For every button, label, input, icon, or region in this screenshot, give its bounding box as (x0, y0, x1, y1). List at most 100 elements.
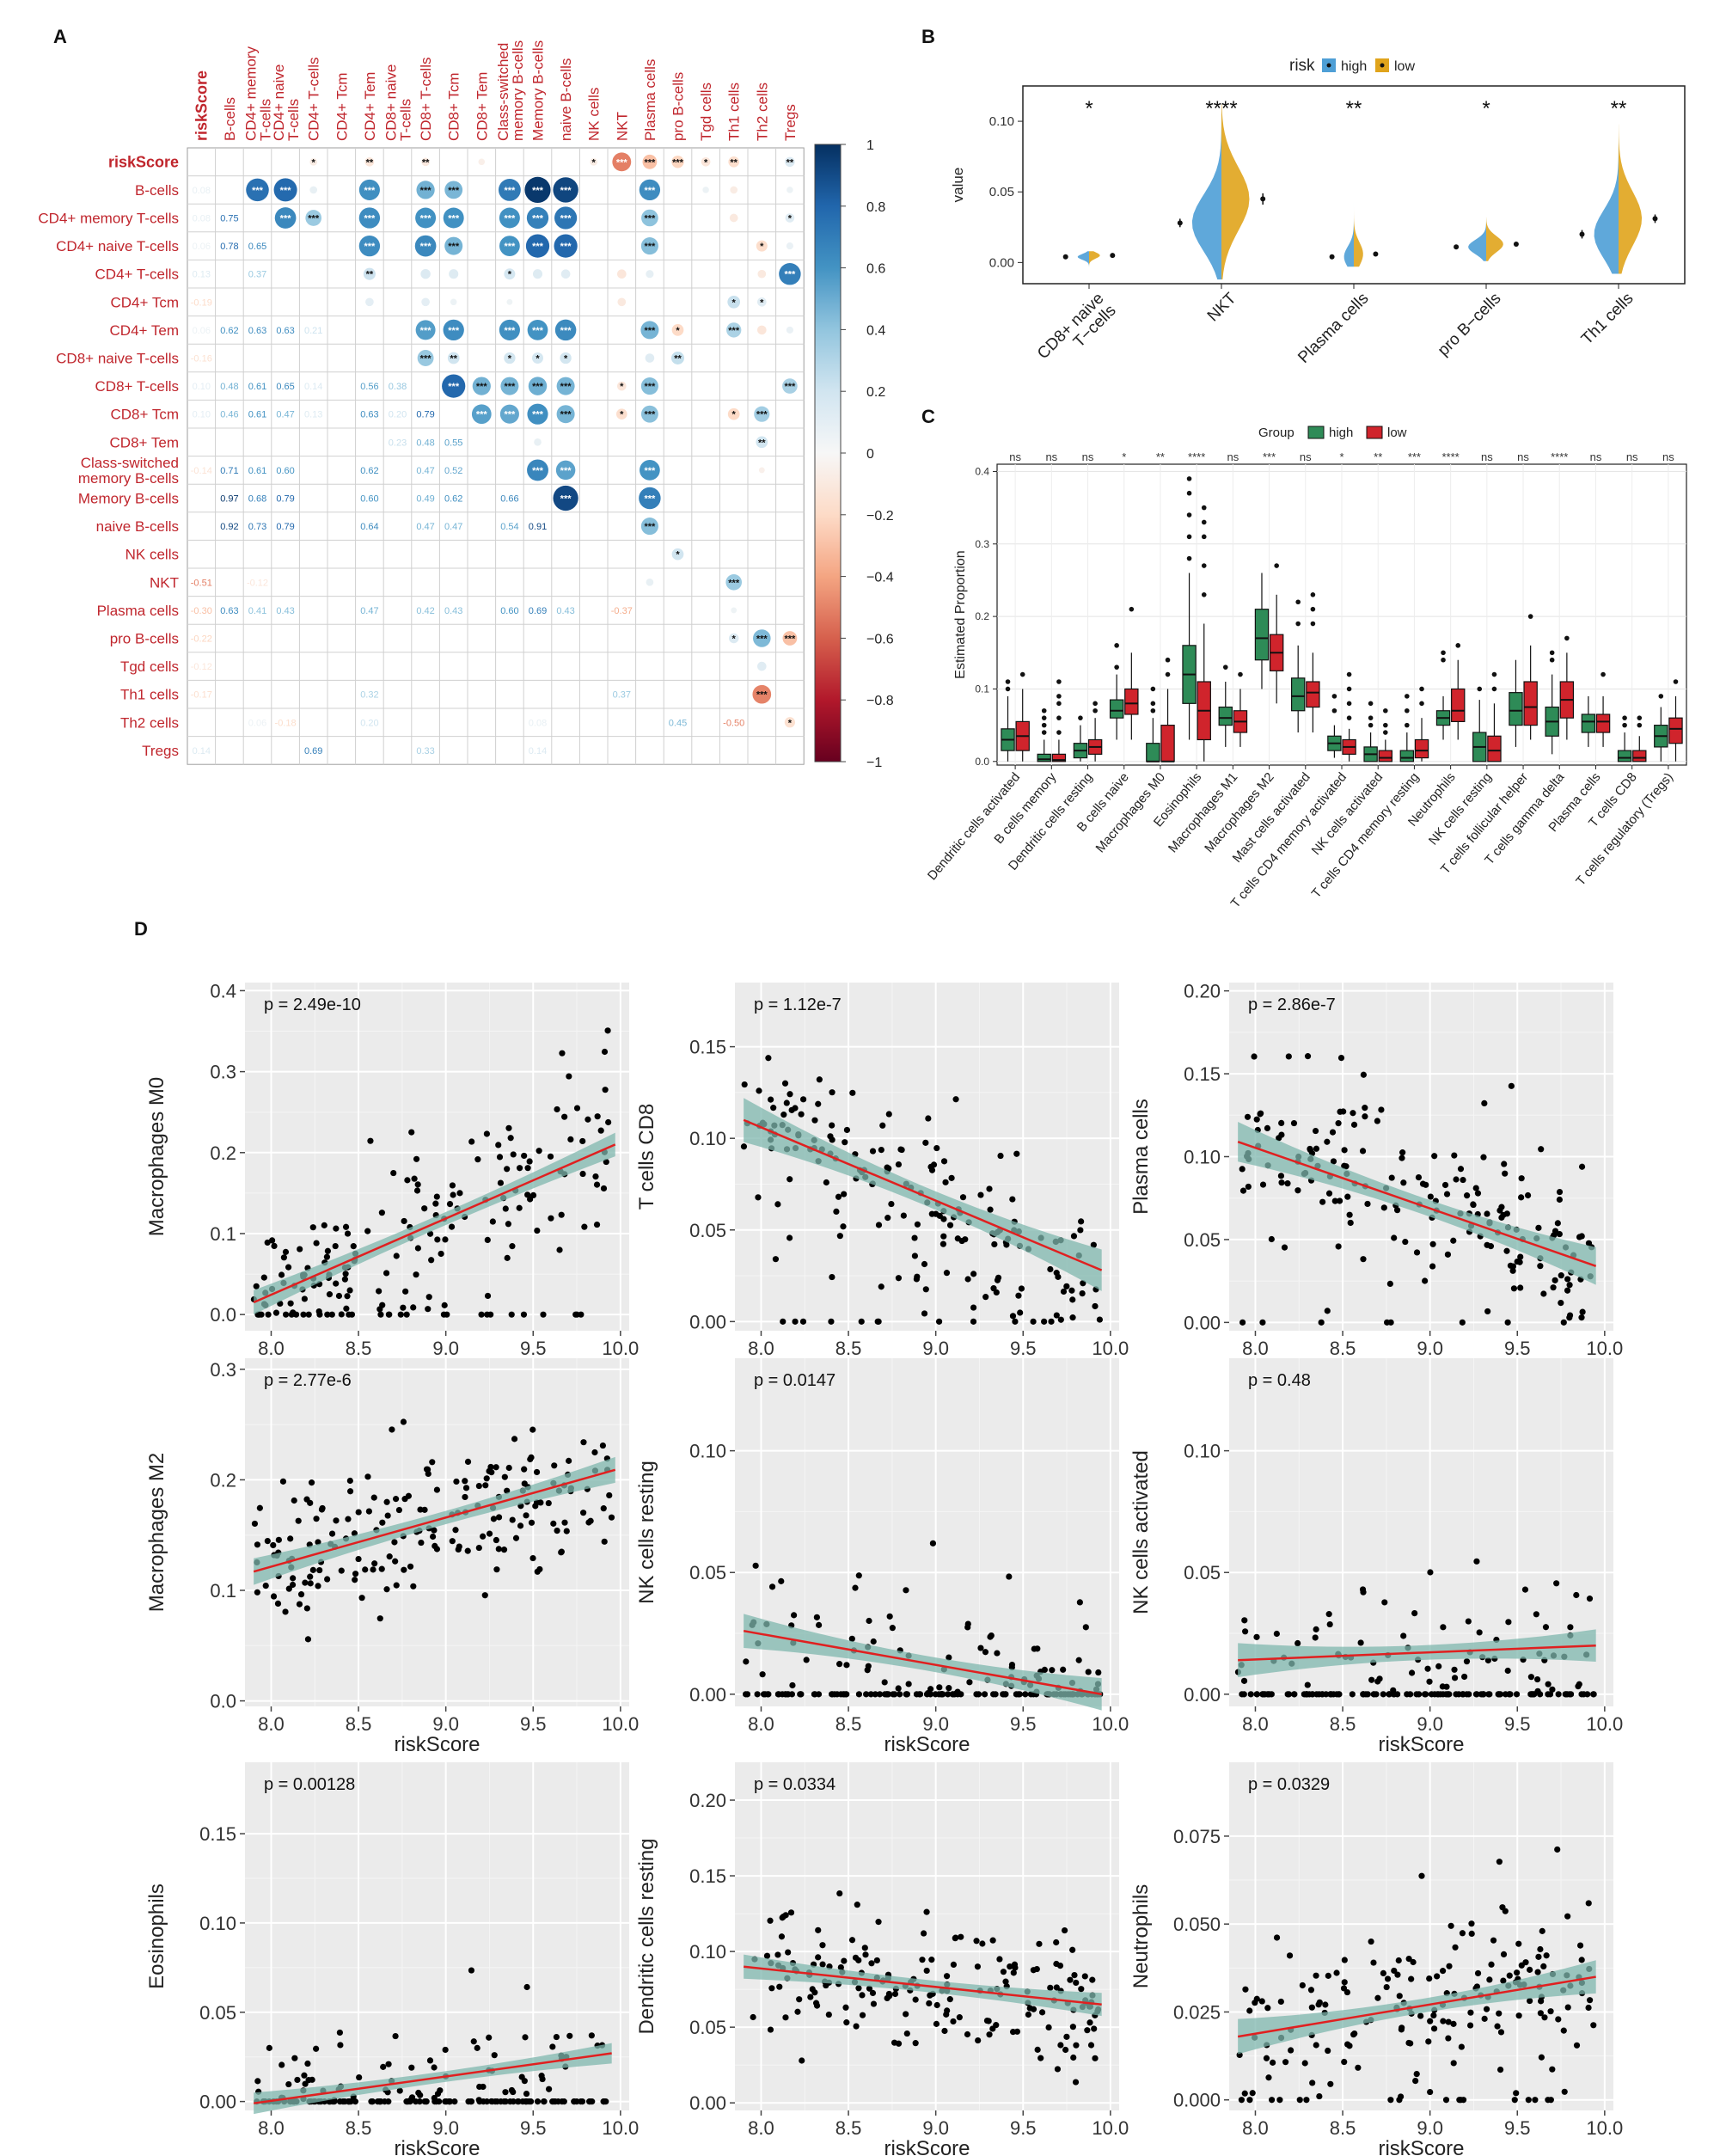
box-significance: ** (1374, 450, 1382, 463)
scatter-point (362, 1566, 369, 1573)
scatter-point (842, 1691, 849, 1698)
scatter-point (1578, 1691, 1585, 1698)
heatmap-col-label: CD8+ naiveT-cells (383, 64, 414, 141)
scatter-point (1327, 2080, 1334, 2087)
heatmap-col-label-group: CD4+ Tcm (334, 72, 350, 141)
heatmap-row-label: riskScore (108, 153, 179, 170)
scatter-point (842, 1139, 848, 1146)
scatter-point (429, 1533, 437, 1540)
scatter-point (302, 1579, 309, 1586)
box-outlier-low (1310, 592, 1316, 597)
violin-ylabel-group: value (950, 168, 966, 203)
scatter-point (585, 1519, 592, 1526)
scatter-point (1407, 2040, 1414, 2047)
scatter-point (1399, 1155, 1405, 1161)
scatter-point (1425, 2038, 1432, 2045)
scatter-point (324, 1311, 331, 1318)
violin-xlabel: Th1 cells (1578, 290, 1637, 349)
scatter-point (511, 1436, 518, 1442)
scatter-point (1288, 2047, 1294, 2054)
scatter-point (1344, 2041, 1351, 2048)
scatter-point (1567, 1624, 1574, 1631)
colorbar-tick-label: 0.2 (866, 385, 885, 400)
violin-significance: * (1482, 97, 1490, 120)
heatmap-significance: *** (532, 326, 544, 336)
heatmap-col-label-group: riskScore (193, 70, 210, 141)
heatmap-row-label: Tregs (142, 743, 179, 759)
scatter-point (504, 1166, 511, 1173)
heatmap-col-label-line: Tgd cells (698, 83, 714, 141)
scatter-xtick-label: 8.5 (1330, 2117, 1356, 2139)
violin-xlabel-group: Th1 cells (1578, 290, 1637, 349)
heatmap-significance: *** (672, 157, 684, 168)
box-ytick-label: 0.1 (975, 683, 989, 695)
heatmap-circle (524, 176, 551, 203)
scatter-point (597, 1127, 604, 1134)
scatter-point (532, 1503, 539, 1510)
scatter-point (1081, 1973, 1088, 1980)
scatter-point (1312, 1127, 1319, 1135)
heatmap-coefficient: 0.66 (500, 494, 518, 505)
scatter-point (1555, 2016, 1562, 2023)
scatter-point (1259, 1319, 1266, 1326)
box-outlier-high (1005, 679, 1011, 684)
scatter-point (1057, 2042, 1064, 2049)
scatter-point (1055, 1273, 1062, 1280)
scatter-point (468, 1138, 475, 1145)
scatter-point (316, 1566, 323, 1574)
heatmap-circle (728, 156, 740, 168)
scatter-point (578, 2098, 586, 2105)
scatter-xtick-label: 8.0 (1242, 1338, 1269, 1359)
scatter-point (383, 1270, 390, 1277)
heatmap-col-label-group: Class-switchedmemory B-cells (495, 40, 526, 141)
scatter-ytick-label: 0.05 (199, 2002, 236, 2024)
scatter-point (940, 1240, 947, 1247)
violin-xlabel-group: NKT (1204, 289, 1240, 325)
scatter-point (923, 1967, 930, 1975)
scatter-point (1500, 1211, 1507, 1219)
heatmap-significance: *** (644, 466, 656, 476)
scatter-ylabel: Macrophages M0 (145, 1077, 168, 1236)
scatter-point (1045, 2024, 1052, 2030)
box-body-low (1160, 725, 1175, 763)
box-body-low (1378, 750, 1393, 763)
heatmap-significance: *** (644, 522, 656, 532)
heatmap-significance: *** (364, 242, 376, 252)
scatter-point (903, 1587, 909, 1594)
scatter-point (270, 1593, 278, 1600)
scatter-point (1473, 1691, 1480, 1698)
scatter-point (585, 1116, 591, 1123)
scatter-point (1527, 1997, 1533, 2005)
scatter-point (1484, 1210, 1490, 1217)
violin-xlabel-line: NKT (1204, 289, 1240, 325)
scatter-ytick-label: 0.2 (210, 1142, 236, 1164)
heatmap-col-label-group: CD4+ memoryT-cells (243, 46, 274, 141)
scatter-point (391, 1539, 398, 1546)
scatter-point (827, 1133, 834, 1140)
heatmap-coefficient: -0.51 (191, 578, 212, 588)
heatmap-coefficient: 0.43 (444, 606, 462, 616)
heatmap-col-label-group: NKT (614, 112, 630, 141)
scatter-xtick-label: 10.0 (1586, 1713, 1623, 1735)
heatmap-coefficient: -0.37 (611, 606, 633, 616)
scatter-point (433, 1486, 441, 1493)
heatmap-circle (671, 548, 684, 560)
scatter-point (867, 1691, 874, 1698)
scatter-point (1480, 1154, 1487, 1161)
scatter-point (1304, 1681, 1311, 1688)
heatmap-significance: *** (420, 326, 432, 336)
scatter-point (423, 2098, 430, 2105)
scatter-point (1435, 1663, 1442, 1669)
heatmap-significance: *** (448, 382, 460, 392)
violin-xlabel-line: Th1 cells (1578, 290, 1637, 349)
colorbar-tick-label: −0.4 (866, 571, 894, 585)
box-body-high (1617, 750, 1632, 763)
scatter-point (413, 1187, 421, 1194)
scatter-point (380, 2063, 387, 2070)
scatter-point (1573, 1591, 1580, 1599)
heatmap-circle (560, 352, 572, 364)
heatmap-circle (305, 210, 322, 226)
scatter-point (516, 1165, 523, 1172)
scatter-point (754, 1691, 761, 1698)
scatter-point (516, 1204, 523, 1211)
